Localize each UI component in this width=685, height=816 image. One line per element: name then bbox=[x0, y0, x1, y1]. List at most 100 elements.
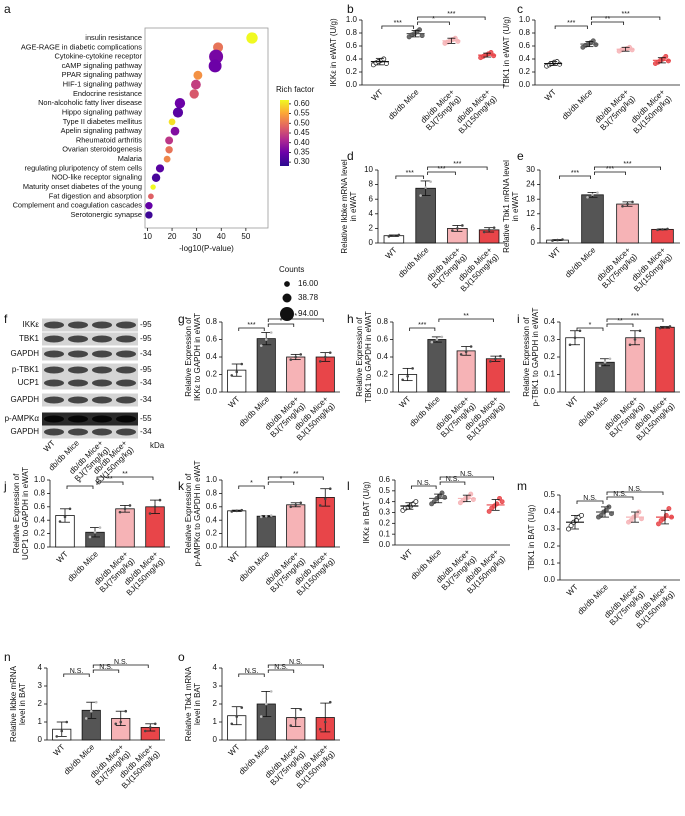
blot-band bbox=[68, 350, 88, 358]
bubble bbox=[151, 173, 161, 182]
y-tick-label: 1 bbox=[38, 717, 43, 726]
data-point bbox=[323, 720, 327, 724]
data-point bbox=[240, 508, 244, 512]
data-point bbox=[89, 709, 93, 713]
x-tick-label: 30 bbox=[192, 232, 201, 241]
blot-band bbox=[92, 379, 112, 387]
y-tick-label: 0.4 bbox=[379, 497, 391, 506]
y-tick-label: cAMP signaling pathway bbox=[62, 61, 143, 70]
significance-bracket bbox=[594, 166, 661, 170]
error-bar bbox=[434, 493, 443, 504]
blot-band bbox=[68, 415, 88, 423]
significance-label: * bbox=[432, 16, 435, 23]
data-point bbox=[259, 715, 263, 718]
error-bar bbox=[402, 367, 413, 382]
data-point bbox=[264, 338, 268, 341]
data-point bbox=[235, 370, 239, 374]
data-point bbox=[328, 487, 332, 491]
y-tick-label: 12 bbox=[526, 209, 535, 218]
data-point bbox=[323, 355, 327, 359]
bubble bbox=[174, 98, 186, 109]
x-tick-label: 10 bbox=[143, 232, 152, 241]
size-legend-marker bbox=[280, 307, 294, 321]
x-tick-label: WT bbox=[226, 549, 241, 564]
data-point bbox=[289, 724, 293, 727]
data-point bbox=[387, 235, 391, 238]
data-point bbox=[430, 340, 434, 344]
blot-marker-label: -34 bbox=[140, 349, 152, 358]
data-point bbox=[240, 706, 244, 709]
data-point bbox=[656, 521, 661, 527]
bar bbox=[616, 203, 639, 244]
bubble bbox=[193, 70, 203, 80]
significance-bracket bbox=[267, 476, 324, 480]
x-tick-label-line: WT bbox=[55, 549, 70, 564]
blot-band bbox=[44, 379, 64, 387]
y-tick-label: Rheumatoid arthritis bbox=[76, 135, 142, 144]
panel-label: g bbox=[178, 312, 185, 326]
bar bbox=[565, 337, 585, 393]
bar bbox=[625, 337, 645, 393]
blot-band bbox=[68, 428, 88, 436]
bubble bbox=[170, 126, 180, 136]
blot-band bbox=[92, 396, 112, 404]
significance-bracket bbox=[381, 25, 415, 29]
colorbar-tick-label: 0.40 bbox=[294, 138, 310, 147]
significance-label: ** bbox=[605, 16, 611, 23]
data-point bbox=[289, 505, 293, 509]
significance-label: *** bbox=[437, 166, 445, 173]
y-axis-label: in eWAT bbox=[349, 191, 358, 221]
bar bbox=[485, 358, 505, 393]
data-point bbox=[419, 194, 422, 197]
y-tick-label: 24 bbox=[526, 180, 535, 189]
x-tick-label: 50 bbox=[241, 232, 250, 241]
y-tick-label: Non-alcoholic fatty liver disease bbox=[38, 98, 142, 107]
significance-label: * bbox=[280, 476, 283, 483]
y-tick-label: 0.3 bbox=[544, 524, 556, 533]
data-point bbox=[633, 338, 637, 341]
error-bar bbox=[320, 702, 331, 733]
y-tick-label: 0.4 bbox=[544, 317, 556, 326]
data-point bbox=[98, 526, 102, 529]
panel-label: c bbox=[517, 2, 523, 16]
significance-label: N.S. bbox=[628, 486, 642, 493]
significance-bracket bbox=[395, 175, 425, 179]
x-tick-label: WT bbox=[51, 742, 66, 757]
bar bbox=[651, 228, 674, 244]
y-axis-label: UCP1 to GAPDH in eWAT bbox=[21, 467, 30, 560]
colorbar-tick-label: 0.35 bbox=[294, 148, 310, 157]
data-point bbox=[381, 56, 387, 62]
significance-bracket bbox=[554, 25, 588, 29]
error-bar bbox=[549, 61, 558, 66]
blot-band bbox=[116, 428, 136, 436]
significance-label: *** bbox=[453, 161, 461, 168]
x-tick-label: WT bbox=[399, 547, 414, 562]
data-point bbox=[666, 506, 672, 512]
y-tick-label: 3 bbox=[38, 681, 43, 690]
panel-label: a bbox=[4, 2, 11, 16]
data-point bbox=[299, 353, 303, 356]
significance-bracket bbox=[63, 673, 90, 677]
y-tick-label: 4 bbox=[38, 663, 43, 672]
y-tick-label: 2 bbox=[38, 699, 43, 708]
blot-band bbox=[116, 321, 136, 329]
error-bar bbox=[483, 52, 492, 58]
significance-label: ** bbox=[463, 313, 469, 320]
blot-band bbox=[116, 396, 136, 404]
significance-label: N.S. bbox=[613, 491, 627, 498]
bar bbox=[427, 339, 447, 393]
significance-bracket bbox=[238, 673, 265, 677]
blot-band bbox=[44, 335, 64, 343]
x-tick-label: db/db Mice+BJ(75mg/kg) bbox=[593, 87, 637, 132]
bar bbox=[655, 326, 675, 393]
data-point bbox=[328, 700, 332, 704]
y-tick-label: 0.0 bbox=[346, 80, 358, 89]
y-tick-label: 1.0 bbox=[346, 15, 358, 24]
data-point bbox=[455, 39, 461, 44]
data-point bbox=[487, 228, 491, 232]
y-tick-label: 0.4 bbox=[206, 515, 218, 524]
x-tick-label: 40 bbox=[217, 232, 226, 241]
blot-strip bbox=[42, 332, 138, 346]
error-bar bbox=[571, 515, 579, 530]
colorbar-title: Rich factor bbox=[276, 85, 315, 94]
